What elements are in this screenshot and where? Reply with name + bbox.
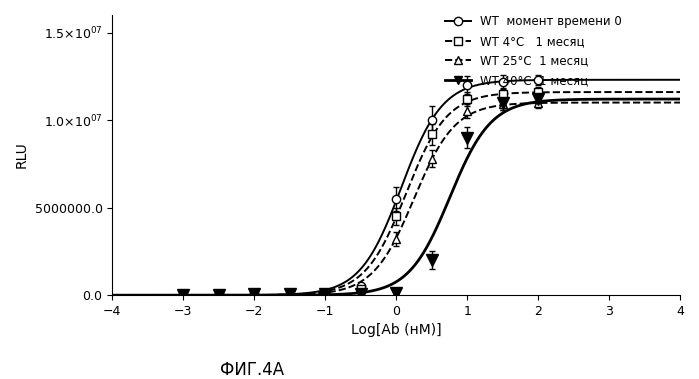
- Y-axis label: RLU: RLU: [15, 142, 29, 169]
- X-axis label: Log[Ab (нМ)]: Log[Ab (нМ)]: [351, 323, 442, 337]
- Legend: WT  момент времени 0, WT 4°C   1 месяц, WT 25°C  1 месяц, WT 40°C  1 месяц: WT момент времени 0, WT 4°C 1 месяц, WT …: [445, 15, 622, 87]
- Text: ФИГ.4А: ФИГ.4А: [219, 361, 284, 379]
